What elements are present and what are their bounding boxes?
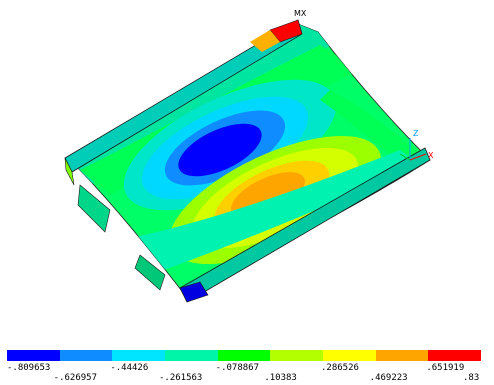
legend-swatch xyxy=(217,350,271,361)
legend-label-top: -.809653 xyxy=(7,363,51,373)
max-marker-label: MX xyxy=(294,9,307,18)
legend-label-bottom: -.261563 xyxy=(159,373,203,383)
legend-label-bottom: -.626957 xyxy=(53,373,98,383)
legend-label-top: .651919 xyxy=(426,363,465,373)
legend-label-top: -.44426 xyxy=(110,363,149,373)
model-viewport[interactable]: Z X MX xyxy=(0,0,494,340)
legend-label-top: -.078867 xyxy=(215,363,260,373)
supports xyxy=(77,184,166,291)
legend-label-bottom: .469223 xyxy=(369,373,408,383)
plate-surface xyxy=(69,23,431,296)
right-flange xyxy=(179,147,431,303)
legend-swatch xyxy=(59,350,113,361)
legend-swatch xyxy=(7,350,60,361)
legend-label-bottom: .83 xyxy=(463,373,480,383)
contour-legend: -.809653 -.44426 -.078867 .286526 .651919 -.6… xyxy=(7,350,482,385)
legend-label-top: .286526 xyxy=(321,363,359,373)
legend-swatch xyxy=(428,350,482,361)
legend-swatch xyxy=(270,350,324,361)
legend-swatch xyxy=(165,350,218,361)
legend-label-bottom: .10383 xyxy=(264,373,297,383)
legend-swatch xyxy=(112,350,166,361)
triad: Z X xyxy=(399,129,434,161)
legend-color-bar xyxy=(7,350,482,361)
left-flange xyxy=(64,19,303,186)
legend-swatch xyxy=(323,350,376,361)
triad-x-label: X xyxy=(428,151,434,160)
triad-z-label: Z xyxy=(413,129,419,138)
legend-swatch xyxy=(375,350,429,361)
